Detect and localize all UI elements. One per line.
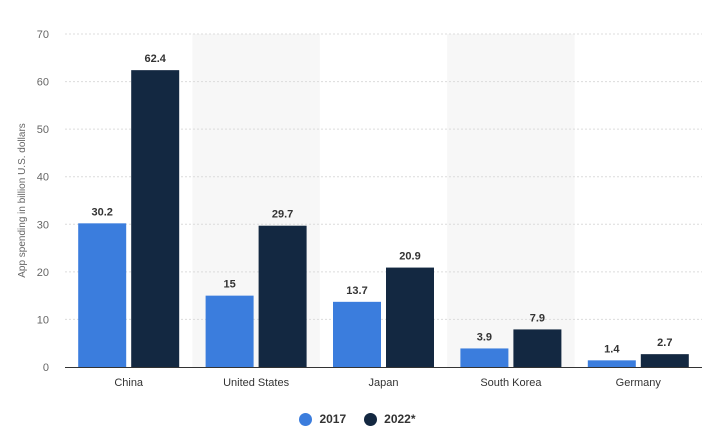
legend: 2017 2022* (0, 412, 715, 426)
y-tick-label-30: 30 (37, 219, 49, 231)
x-tick-label-china: China (114, 377, 144, 389)
bar-2017-united-states[interactable] (205, 295, 254, 367)
y-axis-ticks: 0 10 20 30 40 50 60 70 (37, 29, 49, 374)
bars (78, 70, 689, 367)
bar-2017-germany[interactable] (587, 360, 636, 367)
value-label-2017-japan: 13.7 (346, 285, 367, 297)
legend-label-2022: 2022* (384, 412, 416, 426)
legend-label-2017: 2017 (319, 412, 347, 426)
value-labels: 30.2 62.4 15 29.7 13.7 20.9 3.9 7.9 1.4 2.7 (91, 53, 672, 355)
y-tick-label-70: 70 (37, 29, 49, 41)
y-tick-label-60: 60 (37, 77, 49, 89)
bar-2022-south-korea[interactable] (513, 329, 562, 367)
x-axis-labels: China United States Japan South Korea German… (114, 377, 661, 389)
value-label-2022-china: 62.4 (144, 53, 166, 65)
legend-item-2017[interactable]: 2017 (299, 412, 346, 426)
value-label-2017-united-states: 15 (223, 279, 235, 291)
y-axis-title: App spending in billion U.S. dollars (17, 123, 28, 278)
value-label-2022-japan: 20.9 (399, 251, 420, 263)
value-label-2022-south-korea: 7.9 (530, 312, 545, 324)
bar-2022-china[interactable] (131, 70, 180, 367)
bar-2022-japan[interactable] (386, 267, 434, 367)
x-tick-label-japan: Japan (369, 377, 399, 389)
x-tick-label-south-korea: South Korea (480, 377, 542, 389)
bar-2017-china[interactable] (78, 223, 127, 367)
y-tick-label-20: 20 (37, 267, 49, 279)
legend-dot-2017 (299, 412, 313, 426)
y-tick-label-50: 50 (37, 124, 49, 136)
value-label-2017-china: 30.2 (91, 206, 112, 218)
bar-2017-japan[interactable] (333, 301, 381, 367)
band-3 (447, 34, 575, 367)
value-label-2022-germany: 2.7 (657, 337, 672, 349)
value-label-2017-south-korea: 3.9 (477, 331, 492, 343)
legend-item-2022[interactable]: 2022* (364, 412, 416, 426)
bar-2022-germany[interactable] (640, 354, 689, 367)
legend-dot-2022 (364, 412, 378, 426)
x-tick-label-united-states: United States (223, 377, 290, 389)
y-tick-label-40: 40 (37, 172, 49, 184)
x-tick-label-germany: Germany (616, 377, 662, 389)
bar-2022-united-states[interactable] (258, 225, 307, 367)
value-label-2017-germany: 1.4 (604, 343, 620, 355)
y-tick-label-0: 0 (43, 362, 49, 374)
y-tick-label-10: 10 (37, 314, 49, 326)
value-label-2022-united-states: 29.7 (272, 209, 293, 221)
bar-2017-south-korea[interactable] (460, 348, 509, 367)
